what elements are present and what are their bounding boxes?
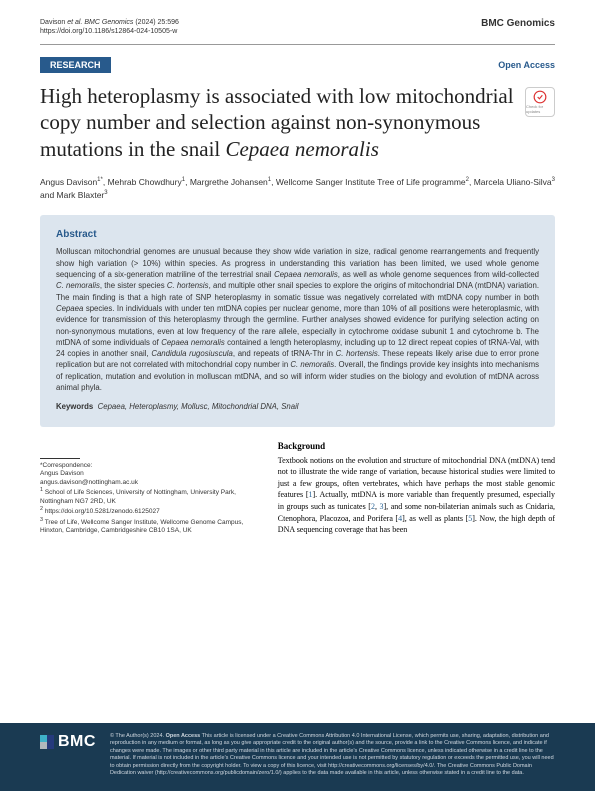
abstract-box: Abstract Molluscan mitochondrial genomes… — [40, 215, 555, 426]
affiliation-1: 1 School of Life Sciences, University of… — [40, 487, 258, 506]
bmc-logo: BMC — [40, 733, 96, 751]
keywords-values: Cepaea, Heteroplasmy, Mollusc, Mitochond… — [98, 402, 299, 411]
journal-name: BMC Genomics — [481, 18, 555, 29]
citation-authors: Davison — [40, 19, 65, 26]
open-access-badge: Open Access — [498, 57, 555, 73]
abstract-text: Molluscan mitochondrial genomes are unus… — [56, 246, 539, 393]
check-updates-badge[interactable]: Check for updates — [525, 87, 555, 117]
keywords-label: Keywords — [56, 402, 93, 411]
title-species: Cepaea nemoralis — [225, 137, 378, 161]
doi-link[interactable]: https://doi.org/10.1186/s12864-024-10505… — [40, 28, 177, 35]
correspondence-email[interactable]: angus.davison@nottingham.ac.uk — [40, 479, 258, 487]
background-text: Textbook notions on the evolution and st… — [278, 455, 555, 536]
author-list: Angus Davison1*, Mehrab Chowdhury1, Marg… — [0, 162, 595, 202]
keywords: Keywords Cepaea, Heteroplasmy, Mollusc, … — [56, 401, 539, 412]
citation-year: (2024) 25:596 — [135, 19, 179, 26]
running-header: Davison et al. BMC Genomics (2024) 25:59… — [0, 0, 595, 44]
badge-row: RESEARCH Open Access — [0, 57, 595, 73]
bmc-logo-text: BMC — [58, 733, 96, 751]
header-divider — [40, 44, 555, 45]
affiliation-2[interactable]: 2 https://doi.org/10.5281/zenodo.6125027 — [40, 506, 258, 517]
affiliation-3: 3 Tree of Life, Wellcome Sanger Institut… — [40, 517, 258, 536]
footer: BMC © The Author(s) 2024. Open Access Th… — [0, 723, 595, 791]
article-title: High heteroplasmy is associated with low… — [40, 83, 517, 162]
background-block: Background Textbook notions on the evolu… — [278, 441, 555, 536]
check-updates-icon — [533, 90, 547, 104]
copyright-text: © The Author(s) 2024. Open Access This a… — [110, 733, 555, 778]
research-badge: RESEARCH — [40, 57, 111, 73]
correspondence-divider — [40, 458, 80, 459]
citation: Davison et al. BMC Genomics (2024) 25:59… — [40, 18, 179, 36]
check-updates-label: Check for updates — [526, 104, 554, 114]
bmc-logo-icon — [40, 735, 54, 749]
correspondence-name: Angus Davison — [40, 470, 258, 478]
correspondence-block: *Correspondence: Angus Davison angus.dav… — [40, 441, 258, 536]
correspondence-label: *Correspondence: — [40, 462, 258, 470]
abstract-heading: Abstract — [56, 229, 539, 240]
citation-journal: et al. BMC Genomics — [67, 19, 133, 26]
background-heading: Background — [278, 441, 555, 451]
body-columns: *Correspondence: Angus Davison angus.dav… — [0, 427, 595, 536]
